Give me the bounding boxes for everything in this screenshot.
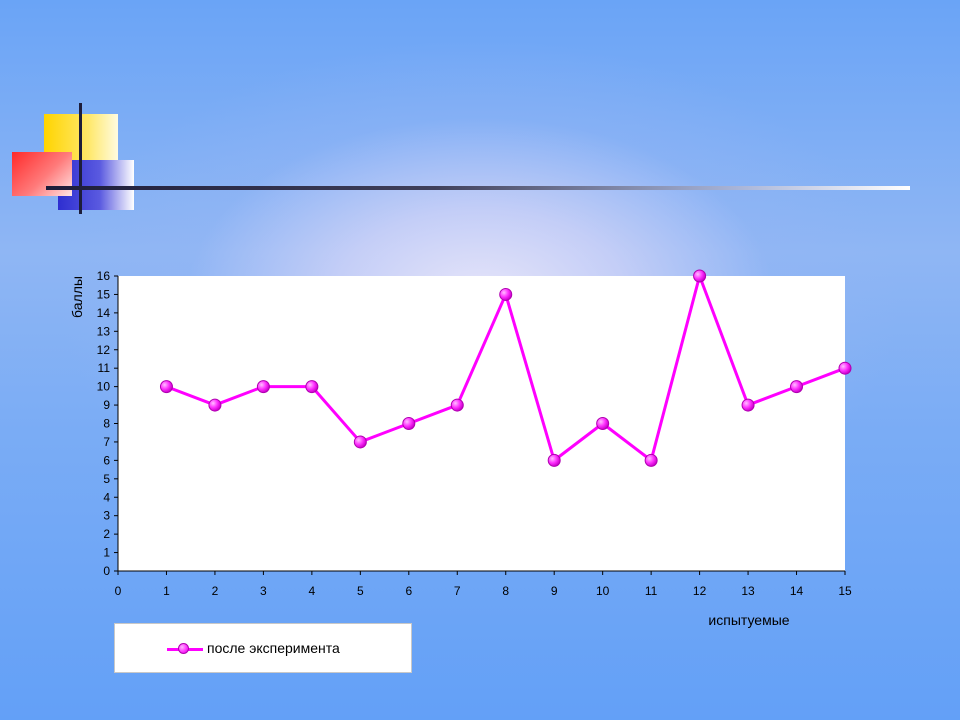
data-point — [450, 398, 464, 412]
y-tick-label: 9 — [103, 398, 110, 412]
data-point — [402, 417, 416, 430]
x-tick-label: 0 — [115, 584, 122, 598]
x-tick-label: 4 — [309, 584, 316, 598]
data-point — [159, 380, 173, 394]
data-point — [741, 398, 755, 412]
vertical-rule-decoration — [79, 103, 82, 214]
data-point — [596, 417, 610, 430]
x-tick-label: 9 — [551, 584, 558, 598]
x-tick-label: 14 — [790, 584, 804, 598]
y-tick-label: 16 — [97, 269, 111, 283]
data-point — [547, 453, 561, 467]
legend-marker-icon — [178, 643, 189, 654]
y-tick-label: 2 — [103, 527, 110, 541]
x-tick-label: 12 — [693, 584, 707, 598]
plot-area — [118, 276, 845, 571]
data-point — [305, 380, 319, 394]
data-point — [256, 380, 270, 394]
horizontal-rule-decoration — [46, 186, 910, 190]
x-tick-label: 15 — [838, 584, 852, 598]
y-tick-label: 0 — [103, 564, 110, 578]
y-tick-label: 6 — [103, 453, 110, 467]
data-point — [499, 287, 513, 301]
data-point — [353, 435, 367, 449]
data-point — [208, 398, 222, 412]
x-tick-label: 3 — [260, 584, 267, 598]
y-tick-label: 5 — [103, 472, 110, 486]
y-tick-label: 4 — [103, 490, 110, 504]
y-tick-label: 1 — [103, 546, 110, 560]
y-tick-label: 3 — [103, 509, 110, 523]
x-tick-label: 11 — [645, 584, 658, 598]
x-tick-label: 1 — [163, 584, 170, 598]
x-axis-title: испытуемые — [708, 612, 789, 628]
data-point — [693, 269, 707, 283]
legend-label: после эксперимента — [207, 640, 340, 656]
y-tick-label: 13 — [97, 324, 111, 338]
x-tick-label: 7 — [454, 584, 461, 598]
y-tick-label: 15 — [97, 287, 111, 301]
chart-series — [159, 269, 852, 467]
y-tick-label: 7 — [103, 435, 110, 449]
chart-legend: после эксперимента — [114, 623, 412, 673]
x-tick-label: 8 — [502, 584, 509, 598]
data-point — [838, 361, 852, 375]
x-tick-label: 5 — [357, 584, 364, 598]
y-tick-label: 14 — [97, 306, 111, 320]
y-tick-label: 10 — [97, 380, 111, 394]
y-tick-label: 11 — [98, 361, 111, 375]
x-tick-label: 13 — [741, 584, 755, 598]
x-tick-label: 6 — [405, 584, 412, 598]
y-axis-title: баллы — [69, 276, 85, 318]
x-tick-label: 2 — [212, 584, 219, 598]
y-tick-label: 12 — [97, 343, 111, 357]
y-tick-label: 8 — [103, 417, 110, 431]
x-tick-label: 10 — [596, 584, 610, 598]
data-point — [790, 380, 804, 394]
data-point — [644, 453, 658, 467]
